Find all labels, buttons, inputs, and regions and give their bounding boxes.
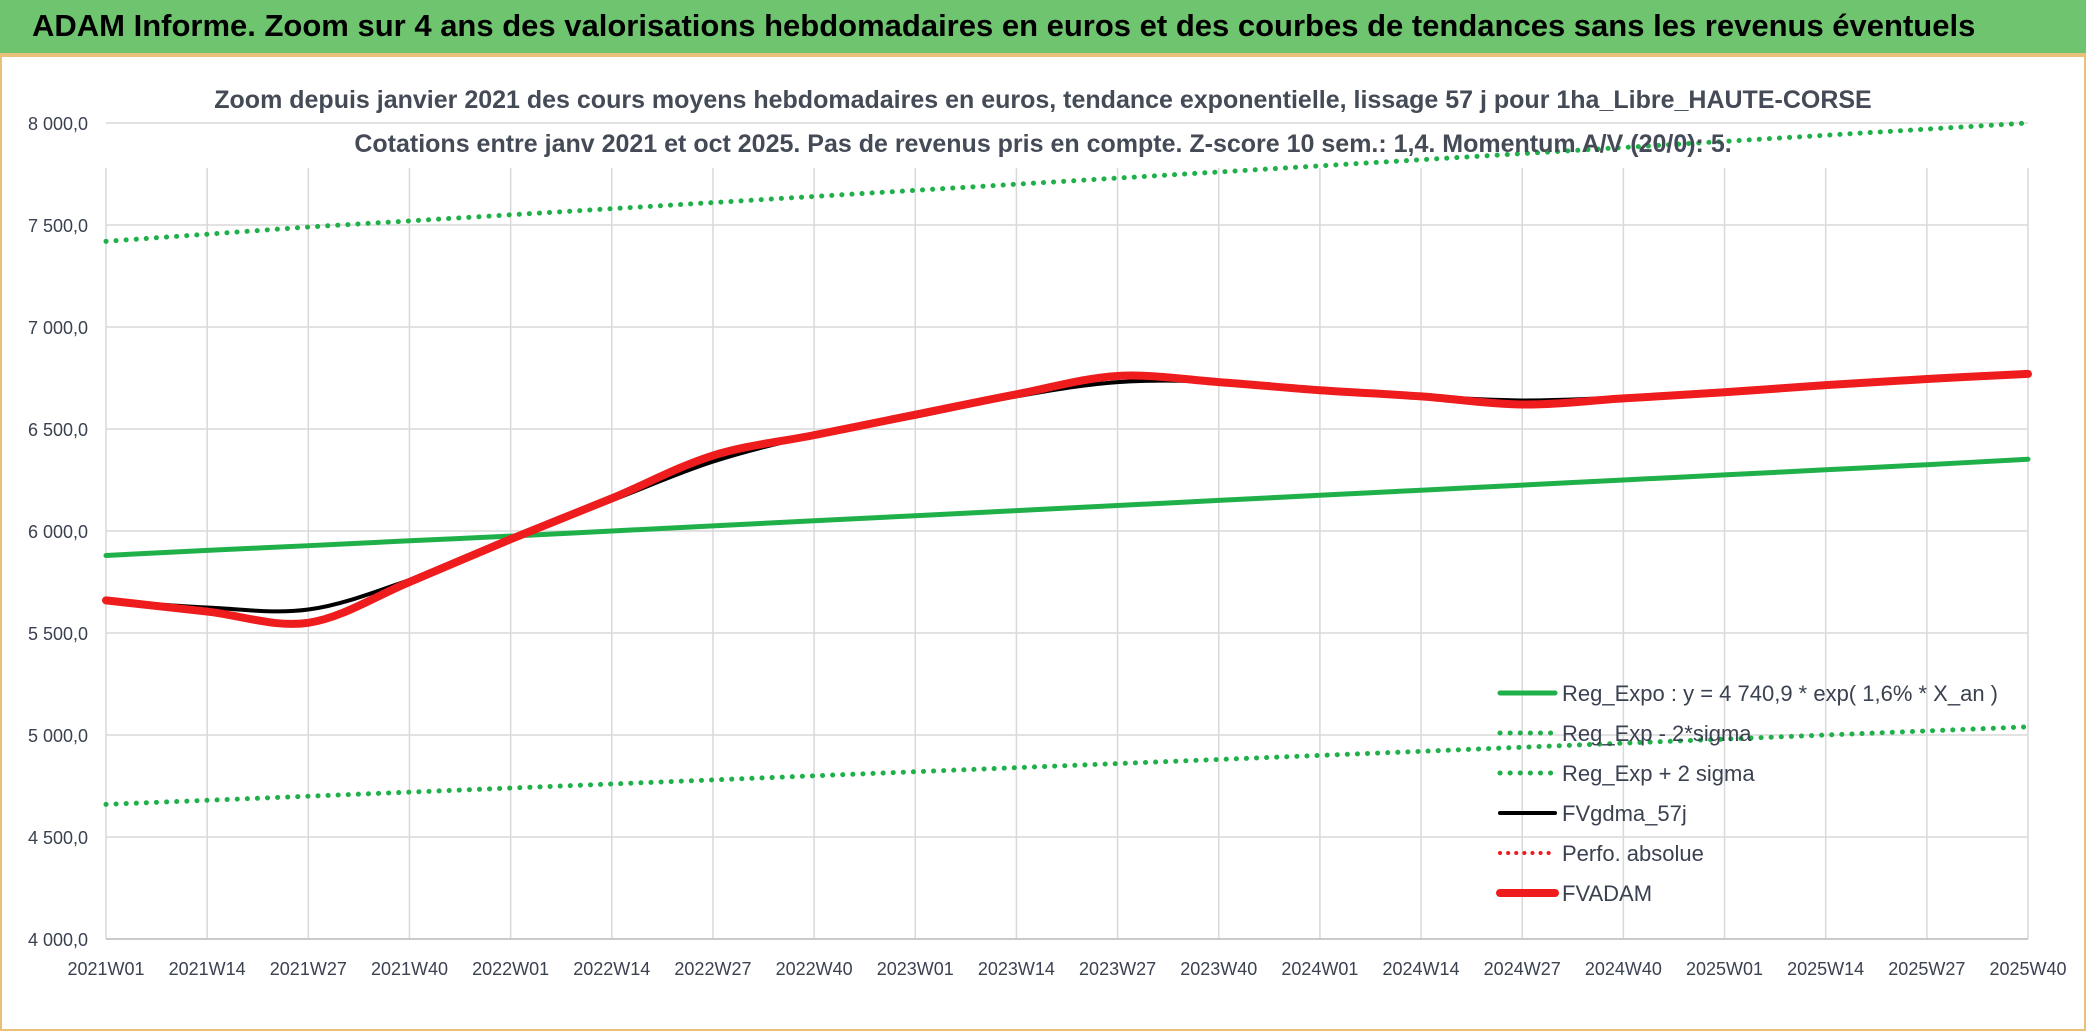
legend-label: FVgdma_57j [1562,801,1687,826]
header-banner: ADAM Informe. Zoom sur 4 ans des valoris… [0,0,2086,55]
x-tick-label: 2022W01 [472,959,549,979]
x-tick-label: 2023W27 [1079,959,1156,979]
y-tick-label: 7 000,0 [28,318,88,338]
legend-label: FVADAM [1562,881,1652,906]
x-tick-label: 2025W01 [1686,959,1763,979]
report-title: ADAM Informe. Zoom sur 4 ans des valoris… [32,8,1976,43]
y-tick-label: 5 500,0 [28,624,88,644]
legend-label: Reg_Exp + 2 sigma [1562,761,1755,786]
y-tick-label: 7 500,0 [28,216,88,236]
x-tick-label: 2025W14 [1787,959,1864,979]
y-tick-label: 6 000,0 [28,522,88,542]
chart-subtitle: Cotations entre janv 2021 et oct 2025. P… [354,130,1731,158]
series-line-2 [103,120,2031,244]
legend-label: Reg_Expo : y = 4 740,9 * exp( 1,6% * X_a… [1562,681,1998,706]
series-line-5 [102,369,2032,628]
x-tick-label: 2024W14 [1383,959,1460,979]
x-tick-label: 2025W27 [1888,959,1965,979]
x-tick-label: 2021W14 [169,959,246,979]
x-tick-label: 2021W27 [270,959,347,979]
y-tick-label: 6 500,0 [28,420,88,440]
series-line-0 [103,456,2031,558]
x-tick-label: 2024W27 [1484,959,1561,979]
x-tick-label: 2024W40 [1585,959,1662,979]
legend-label: Reg_Exp - 2*sigma [1562,721,1752,746]
x-tick-label: 2022W27 [674,959,751,979]
x-tick-label: 2024W01 [1281,959,1358,979]
legend-label: Perfo. absolue [1562,841,1704,866]
y-tick-label: 8 000,0 [28,114,88,134]
y-tick-label: 4 000,0 [28,930,88,950]
x-tick-label: 2021W40 [371,959,448,979]
x-tick-label: 2023W01 [877,959,954,979]
x-tick-label: 2022W40 [776,959,853,979]
x-tick-label: 2025W40 [1989,959,2066,979]
x-tick-label: 2021W01 [67,959,144,979]
series-line-1 [103,724,2031,807]
series-layer [102,120,2032,807]
y-tick-label: 5 000,0 [28,726,88,746]
x-tick-label: 2023W14 [978,959,1055,979]
x-tick-label: 2023W40 [1180,959,1257,979]
legend: Reg_Expo : y = 4 740,9 * exp( 1,6% * X_a… [1492,671,2012,915]
legend-box [1492,671,2012,915]
axis-layer: 8 000,0 7 500,0 7 000,0 6 500,0 6 000,0 5 500… [28,114,2067,979]
x-tick-label: 2022W14 [573,959,650,979]
chart-title: Zoom depuis janvier 2021 des cours moyen… [214,86,1871,114]
y-tick-label: 4 500,0 [28,828,88,848]
series-line-3 [104,371,2030,614]
grid-layer [105,122,2029,940]
